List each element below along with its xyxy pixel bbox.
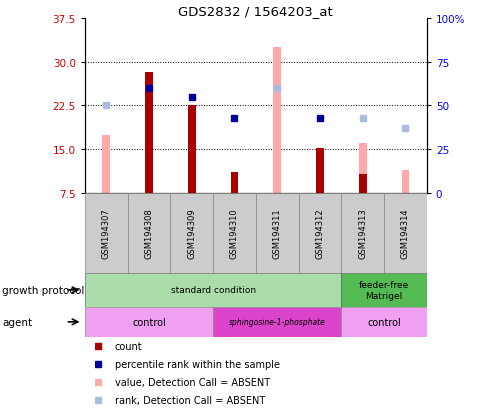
Bar: [85, 273, 341, 307]
Text: control: control: [366, 317, 400, 327]
Text: GSM194311: GSM194311: [272, 208, 281, 259]
Title: GDS2832 / 1564203_at: GDS2832 / 1564203_at: [178, 5, 333, 18]
Bar: [85, 193, 127, 273]
Bar: [230, 173, 238, 193]
Text: GSM194310: GSM194310: [229, 208, 239, 259]
Bar: [145, 73, 152, 193]
Bar: [85, 307, 212, 337]
Text: value, Detection Call = ABSENT: value, Detection Call = ABSENT: [114, 377, 269, 387]
Text: GSM194309: GSM194309: [187, 208, 196, 259]
Text: standard condition: standard condition: [170, 286, 255, 294]
Bar: [358, 144, 366, 193]
Text: GSM194312: GSM194312: [315, 208, 324, 259]
Bar: [341, 273, 426, 307]
Bar: [358, 174, 366, 193]
Text: feeder-free
Matrigel: feeder-free Matrigel: [358, 280, 408, 300]
Bar: [187, 106, 195, 193]
Text: rank, Detection Call = ABSENT: rank, Detection Call = ABSENT: [114, 395, 264, 405]
Bar: [316, 149, 323, 193]
Text: agent: agent: [2, 317, 32, 327]
Bar: [255, 193, 298, 273]
Bar: [341, 193, 383, 273]
Text: percentile rank within the sample: percentile rank within the sample: [114, 359, 279, 369]
Text: GSM194314: GSM194314: [400, 208, 409, 259]
Text: control: control: [132, 317, 166, 327]
Text: GSM194313: GSM194313: [358, 208, 366, 259]
Bar: [383, 193, 426, 273]
Text: growth protocol: growth protocol: [2, 285, 85, 295]
Bar: [273, 48, 280, 193]
Bar: [212, 307, 341, 337]
Bar: [102, 135, 110, 193]
Bar: [212, 193, 255, 273]
Text: GSM194307: GSM194307: [102, 208, 110, 259]
Bar: [170, 193, 212, 273]
Text: count: count: [114, 341, 142, 351]
Bar: [341, 307, 426, 337]
Text: GSM194308: GSM194308: [144, 208, 153, 259]
Bar: [127, 193, 170, 273]
Bar: [298, 193, 341, 273]
Text: sphingosine-1-phosphate: sphingosine-1-phosphate: [228, 318, 325, 327]
Bar: [401, 170, 408, 193]
